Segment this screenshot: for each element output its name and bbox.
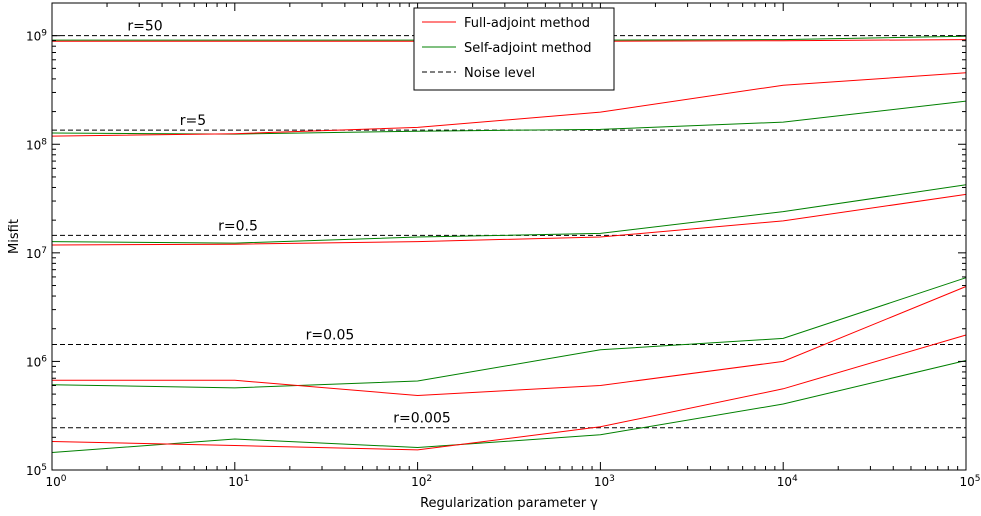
r-label: r=50 [127,19,162,35]
plot-frame [51,2,967,471]
r-label: r=0.05 [306,328,355,344]
self-adjoint-series [51,277,967,389]
full-adjoint-series [51,72,967,137]
full-adjoint-series [51,334,967,451]
legend-label: Full-adjoint method [464,16,590,31]
r-label: r=0.5 [218,218,258,234]
self-adjoint-series [51,360,967,453]
x-tick-label: 100 [45,474,66,489]
series-lines [51,35,967,453]
y-axis-label: Misfit [7,219,22,254]
x-axis-label: Regularization parameter γ [420,496,598,511]
r-label: r=0.005 [393,411,451,427]
y-tick-label: 107 [26,246,47,261]
y-tick-label: 108 [26,137,47,152]
x-tick-label: 104 [777,474,798,489]
legend-label: Noise level [464,66,535,81]
x-tick-label: 103 [594,474,615,489]
x-tick-label: 105 [959,474,980,489]
y-tick-label: 105 [26,463,47,478]
r-annotations: r=50 r=5 r=0.5 r=0.05 r=0.005 [127,19,450,427]
self-adjoint-series [51,184,967,244]
x-tick-label: 102 [411,474,432,489]
legend: Full-adjoint method Self-adjoint method No… [413,7,615,91]
y-tick-label: 106 [26,354,47,369]
noise-level-lines [52,35,966,429]
full-adjoint-series [51,193,967,246]
legend-label: Self-adjoint method [464,41,592,56]
full-adjoint-series [52,286,967,397]
tick-labels: 100 101 102 103 104 105 105 106 107 108 109 [26,29,981,489]
y-tick-label: 109 [26,29,47,44]
r-label: r=5 [180,113,206,129]
x-tick-label: 101 [228,474,249,489]
